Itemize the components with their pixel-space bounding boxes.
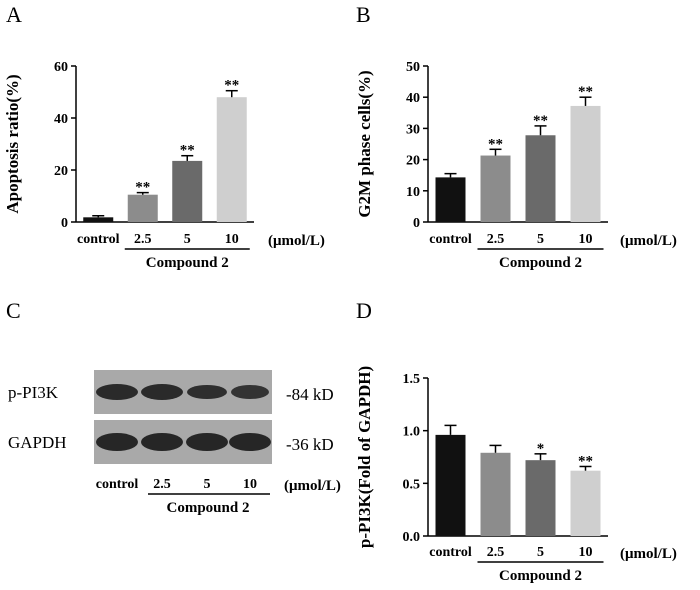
x-tick-label: 2.5 [134, 232, 152, 247]
blot-label-gapdh: GAPDH [8, 433, 67, 452]
panel-label-c: C [6, 298, 21, 323]
blot-kd-ppi3k: -84 kD [286, 385, 334, 404]
y-tick-label: 50 [406, 60, 420, 75]
bar-2-5 [127, 194, 158, 222]
y-tick-label: 40 [406, 91, 420, 106]
significance-mark: ** [533, 113, 548, 129]
x-tick-label: control [77, 232, 120, 247]
band-ppi3k-2 [141, 384, 183, 400]
y-tick-label: 0 [413, 216, 420, 231]
y-tick-label: 10 [406, 185, 420, 200]
x-tick-label: control [429, 545, 472, 560]
y-tick-label: 20 [54, 164, 68, 179]
band-ppi3k-1 [96, 384, 138, 400]
unit-label: (μmol/L) [620, 546, 677, 562]
y-tick-label: 0.5 [403, 477, 421, 492]
band-gapdh-3 [186, 433, 228, 451]
x-tick-label: 2.5 [487, 545, 505, 560]
bar-10 [216, 97, 247, 222]
band-ppi3k-3 [187, 385, 227, 399]
band-gapdh-2 [141, 433, 183, 451]
panel-label-b: B [356, 2, 371, 27]
significance-mark: ** [224, 78, 239, 94]
significance-mark: ** [578, 453, 593, 469]
y-axis-label: Apoptosis ratio(%) [3, 74, 22, 213]
blot-compound-label: Compound 2 [167, 500, 250, 516]
chart-ppi3k: 0.0 0.5 1.0 1.5 p-PI3K(Fold of GAPDH) control… [355, 366, 677, 584]
x-tick-label: 10 [579, 545, 593, 560]
x-tick-label: control [429, 232, 472, 247]
significance-mark: * [537, 441, 545, 457]
y-tick-label: 0.0 [403, 530, 421, 545]
x-tick-label: 5 [184, 232, 191, 247]
band-ppi3k-4 [231, 385, 269, 399]
significance-mark: ** [578, 84, 593, 100]
compound-label: Compound 2 [146, 255, 229, 271]
chart-apoptosis: 0 20 40 60 Apoptosis ratio(%) control ** 2.5 ** 5… [3, 60, 325, 271]
significance-mark: ** [135, 180, 150, 196]
x-tick-label: 5 [537, 232, 544, 247]
blot-unit-label: (μmol/L) [284, 478, 341, 494]
y-tick-label: 60 [54, 60, 68, 75]
compound-label: Compound 2 [499, 568, 582, 584]
bar-5 [525, 135, 556, 222]
bar-control [435, 434, 466, 536]
western-blot: p-PI3K GAPDH -84 kD -36 kD control 2.5 5… [8, 370, 341, 516]
bar-5 [525, 460, 556, 536]
bar-2-5 [480, 155, 511, 222]
compound-label: Compound 2 [499, 255, 582, 271]
y-tick-label: 1.0 [403, 425, 421, 440]
y-tick-label: 40 [54, 112, 68, 127]
y-tick-label: 20 [406, 154, 420, 169]
blot-lane-10: 10 [243, 477, 257, 492]
blot-kd-gapdh: -36 kD [286, 435, 334, 454]
x-tick-label: 10 [225, 232, 239, 247]
blot-lane-control: control [96, 477, 139, 492]
bar-2-5 [480, 452, 511, 536]
x-tick-label: 10 [579, 232, 593, 247]
blot-label-ppi3k: p-PI3K [8, 383, 59, 402]
band-gapdh-1 [96, 433, 138, 451]
significance-mark: ** [488, 136, 503, 152]
y-tick-label: 1.5 [403, 372, 421, 387]
blot-lane-2-5: 2.5 [153, 477, 171, 492]
significance-mark: ** [180, 143, 195, 159]
bar-10 [570, 105, 601, 222]
unit-label: (μmol/L) [268, 233, 325, 249]
x-tick-label: 2.5 [487, 232, 505, 247]
unit-label: (μmol/L) [620, 233, 677, 249]
y-axis-label: G2M phase cells(%) [355, 70, 374, 217]
bar-10 [570, 470, 601, 536]
x-tick-label: 5 [537, 545, 544, 560]
blot-lane-5: 5 [204, 477, 211, 492]
panel-label-d: D [356, 298, 372, 323]
band-gapdh-4 [229, 433, 271, 451]
panel-label-a: A [6, 2, 22, 27]
bar-control [83, 217, 114, 222]
bar-5 [172, 160, 203, 222]
chart-g2m: 0 10 20 30 40 50 G2M phase cells(%) control ** 2.… [355, 60, 677, 271]
y-axis-label: p-PI3K(Fold of GAPDH) [355, 366, 374, 548]
bar-control [435, 177, 466, 222]
y-tick-label: 0 [61, 216, 68, 231]
y-tick-label: 30 [406, 122, 420, 137]
